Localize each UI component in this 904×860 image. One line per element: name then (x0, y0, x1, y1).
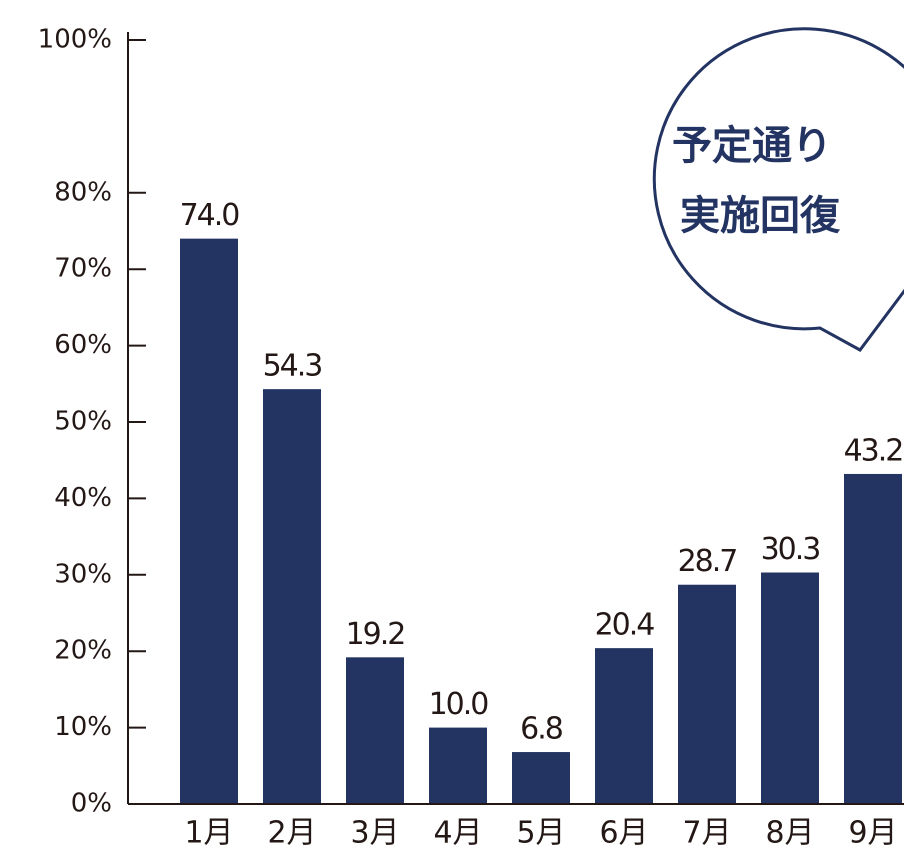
value-label: 43.2 (844, 433, 903, 468)
annotation: 予定通り (672, 123, 832, 169)
y-tick-label: 60% (54, 330, 112, 360)
x-tick-label: 3月 (350, 816, 399, 851)
speech-bubble (652, 27, 904, 352)
bar (180, 238, 238, 804)
annotation: 実施回復 (680, 193, 841, 239)
value-label: 10.0 (429, 687, 489, 722)
x-tick-label: 6月 (599, 816, 648, 851)
x-tick-label: 9月 (848, 816, 897, 851)
bar (512, 752, 570, 804)
x-tick-label: 1月 (184, 816, 233, 851)
bar (678, 584, 736, 804)
y-tick-label: 70% (54, 254, 112, 284)
value-label: 20.4 (595, 608, 655, 643)
y-tick-label: 100% (38, 25, 112, 55)
y-tick-label: 50% (54, 407, 112, 437)
x-tick-label: 5月 (516, 816, 565, 851)
x-tick-label: 2月 (267, 816, 316, 851)
x-tick-label: 7月 (682, 816, 731, 851)
y-tick-label: 10% (54, 712, 112, 742)
bar (844, 473, 902, 804)
value-label: 6.8 (520, 712, 563, 747)
value-label: 19.2 (346, 617, 405, 652)
y-tick-label: 30% (54, 559, 112, 589)
bar (595, 648, 653, 804)
value-label: 74.0 (180, 198, 240, 233)
y-tick-label: 40% (54, 483, 112, 513)
value-label: 54.3 (263, 349, 322, 384)
bar (429, 727, 487, 804)
y-tick-label: 0% (71, 789, 112, 819)
x-tick-label: 4月 (433, 816, 482, 851)
bar (263, 389, 321, 804)
x-tick-label: 8月 (765, 816, 814, 851)
bar (761, 572, 819, 804)
y-tick-label: 80% (54, 177, 112, 207)
value-label: 28.7 (678, 544, 737, 579)
y-tick-label: 20% (54, 636, 112, 666)
bar (346, 657, 404, 804)
value-label: 30.3 (761, 532, 820, 567)
